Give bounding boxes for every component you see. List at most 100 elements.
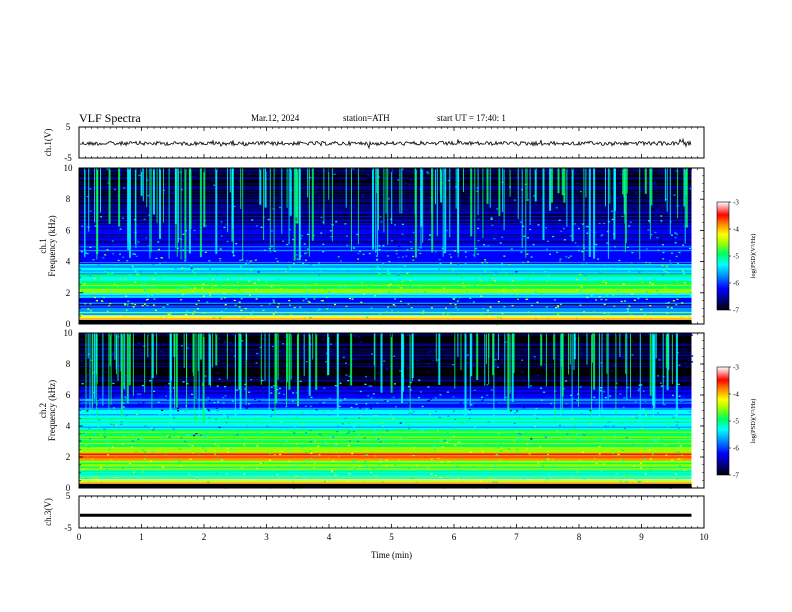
spectrogram-speckle [418, 396, 420, 399]
spectrogram-speckle [578, 227, 580, 230]
spectrogram-speckle [566, 433, 569, 435]
spectrogram-speckle [79, 181, 82, 183]
frequency-band [79, 421, 692, 424]
spectrogram-speckle [378, 313, 381, 316]
spectrogram-speckle [331, 353, 334, 355]
spectrogram-speckle [614, 246, 616, 248]
spectrogram-speckle [447, 366, 450, 368]
sferic-streak [275, 333, 278, 404]
spectrogram-speckle [367, 288, 370, 290]
spectrogram-speckle [172, 387, 175, 389]
spectrogram-speckle [89, 438, 92, 440]
frequency-band [79, 440, 692, 442]
spectrogram-speckle [271, 198, 274, 200]
spectrogram-speckle [108, 449, 111, 451]
spectrogram-speckle [192, 313, 195, 315]
spectrogram-speckle [393, 368, 396, 370]
sferic-streak [357, 168, 359, 245]
sferic-streak [336, 333, 339, 416]
spectrogram-speckle [569, 255, 572, 257]
frequency-band [79, 464, 692, 466]
frequency-band [79, 336, 692, 339]
frequency-band [79, 188, 692, 191]
spectrogram-speckle [261, 393, 264, 395]
spectrogram-speckle [629, 200, 632, 202]
spectrogram-speckle [560, 433, 562, 435]
sferic-streak [598, 333, 600, 418]
spectrogram-speckle [351, 195, 354, 197]
spectrogram-speckle [263, 366, 266, 368]
sferic-streak [146, 168, 148, 207]
frequency-band [79, 236, 692, 239]
spectrogram-speckle [268, 453, 271, 455]
spectrogram-speckle [408, 402, 411, 405]
sferic-streak [117, 333, 119, 381]
sferic-streak [202, 333, 205, 424]
spectrogram-speckle [635, 226, 638, 228]
spectrogram-speckle [686, 360, 689, 362]
frequency-band [79, 178, 692, 180]
spectrogram-speckle [429, 350, 432, 353]
spectrogram-speckle [96, 412, 99, 415]
spectrogram-speckle [375, 475, 377, 477]
spectrogram-speckle [289, 304, 291, 306]
spectrogram-speckle [159, 277, 162, 280]
spectrogram-speckle [543, 391, 546, 393]
spectrogram-speckle [440, 461, 443, 463]
spectrogram-speckle [590, 295, 593, 297]
spectrogram-speckle [475, 291, 478, 293]
frequency-band [79, 350, 692, 352]
spectrogram-speckle [622, 406, 625, 408]
spectrogram-speckle [620, 199, 623, 201]
frequency-band [79, 243, 692, 245]
spectrogram-speckle [600, 235, 603, 237]
spectrogram-speckle [495, 401, 497, 404]
spectral-line [79, 476, 692, 478]
spectrogram-speckle [447, 179, 450, 182]
spectrogram-speckle [213, 184, 216, 186]
spectrogram-speckle [423, 354, 426, 356]
sferic-streak [311, 168, 314, 241]
spectrogram-speckle [305, 215, 308, 217]
spectrogram-speckle [97, 243, 100, 245]
spectrogram-speckle [485, 443, 488, 445]
frequency-band [79, 444, 692, 446]
spectrogram-speckle [558, 424, 561, 427]
sferic-streak [159, 168, 161, 239]
spectrogram-speckle [564, 406, 567, 408]
sferic-streak [498, 168, 501, 216]
spectrogram-speckle [481, 262, 484, 264]
frequency-band [79, 284, 692, 287]
frequency-band [79, 179, 692, 182]
spectrogram-speckle [80, 186, 83, 188]
spectrogram-speckle [342, 336, 344, 338]
frequency-band [79, 211, 692, 214]
spectrogram-speckle [573, 372, 576, 375]
spectrogram-speckle [434, 397, 437, 399]
sferic-streak [85, 333, 87, 421]
sferic-streak [606, 333, 608, 374]
spectrogram-speckle [579, 190, 582, 193]
spectrogram-speckle [79, 439, 82, 441]
sferic-streak [521, 168, 523, 248]
spectrogram-speckle [598, 211, 600, 213]
spectrogram-speckle [510, 248, 513, 250]
spectrogram-speckle [465, 289, 468, 291]
spectrogram-speckle [225, 194, 228, 197]
spectrogram-speckle [526, 253, 529, 255]
spectrogram-speckle [583, 278, 586, 280]
spectrogram-speckle [644, 467, 647, 469]
spectrogram-speckle [538, 212, 541, 214]
spectrogram-speckle [536, 374, 539, 376]
spectrogram-speckle [137, 342, 140, 344]
spectrogram-speckle [545, 481, 548, 483]
spectrogram-speckle [254, 398, 257, 401]
spectrogram-speckle [547, 276, 549, 278]
spectrogram-speckle [487, 245, 490, 247]
spectrogram-speckle [186, 310, 189, 312]
spectrogram-speckle [145, 418, 148, 420]
spectrogram-speckle [584, 274, 587, 277]
spectrogram-speckle [322, 357, 325, 359]
date-label: Mar.12, 2024 [251, 113, 300, 123]
spectrogram-speckle [121, 467, 124, 470]
